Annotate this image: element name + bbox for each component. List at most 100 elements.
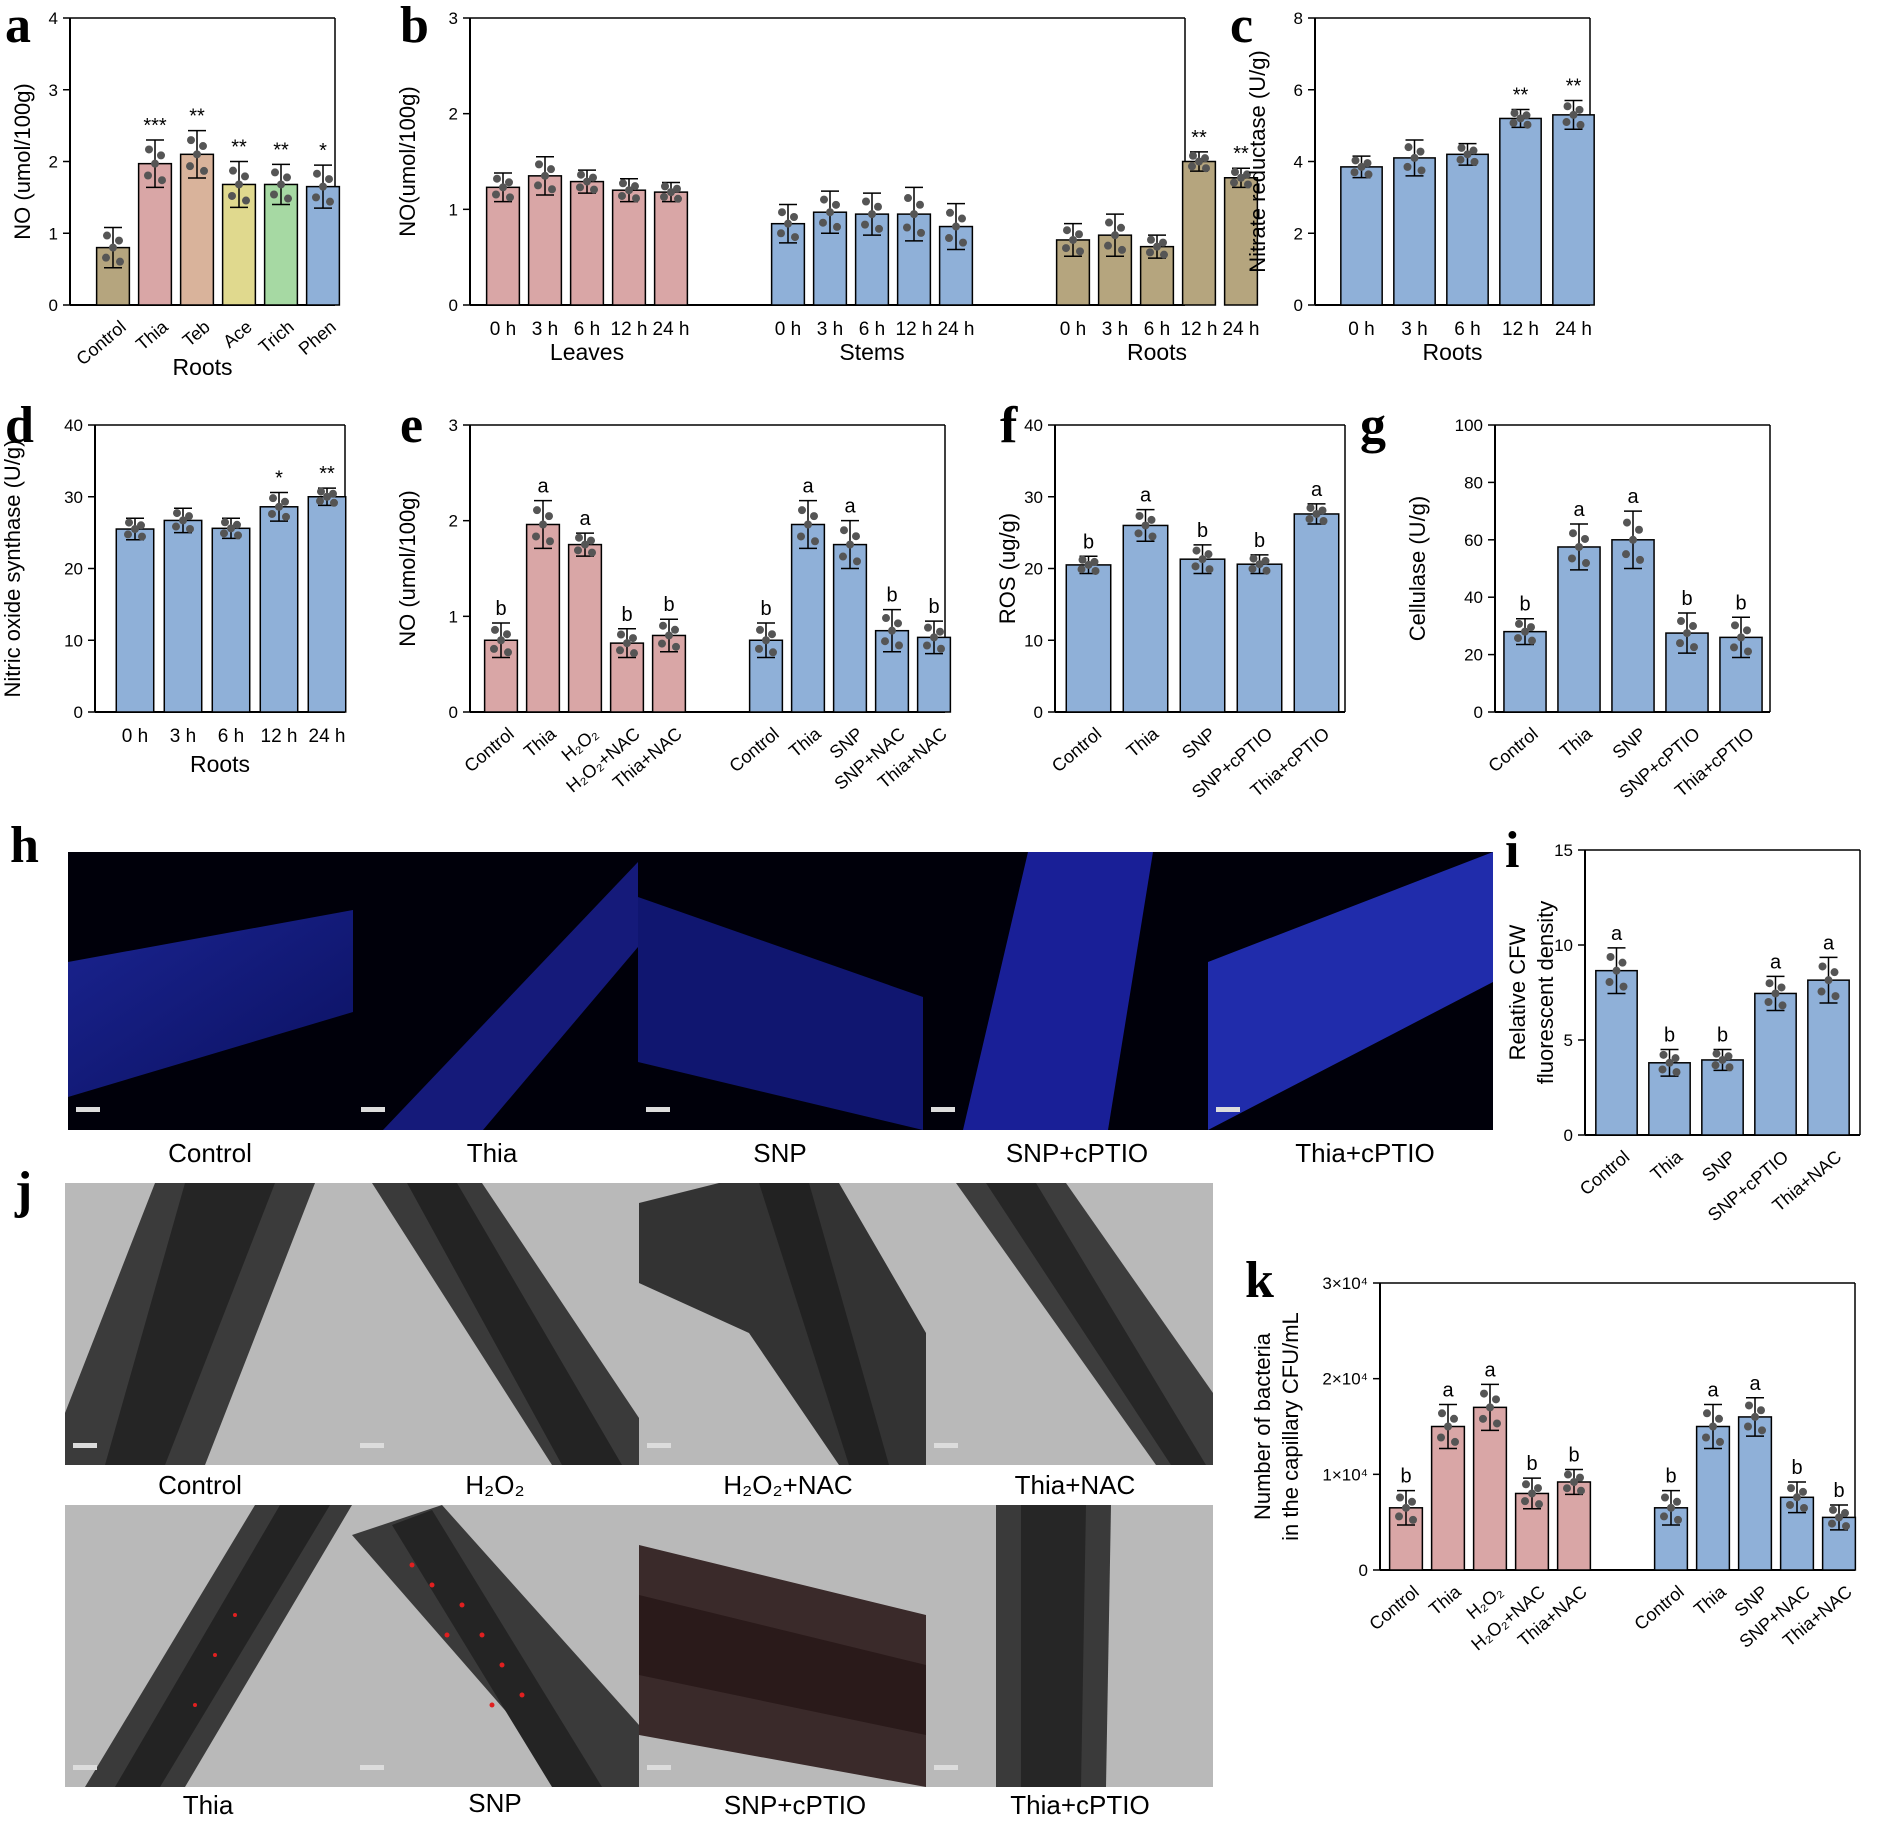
chart-a-bar-1-control-dot [116,257,124,266]
chart-k-bar-2-snp-dot [1745,1401,1753,1410]
chart-b-bar-3-12-h-dot [1195,157,1203,166]
bacteria-image-snp [352,1505,639,1787]
chart-k-bar-1-thia-dot [1438,1409,1446,1418]
chart-i-bar-1-thia-dot [1672,1068,1681,1077]
chart-c-bar-1-12-h-xlabel: 12 h [1502,319,1539,340]
chart-b-bar-3-6-h-dot [1146,248,1154,257]
chart-b-bar-3-6-h-dot [1160,250,1168,259]
chart-k-bar-2-snp-dot [1751,1412,1759,1421]
chart-d-bar-1-12-h-dot [269,494,277,503]
chart-f-bar-1-snp-cptio-annotation: b [1254,530,1265,552]
chart-c-bar-1-0-h-dot [1363,159,1372,168]
chart-a-bar-1-teb-dot [200,166,208,175]
chart-a-bar-1-thia-dot [145,145,153,154]
chart-g-bar-1-snp-annotation: a [1627,486,1639,508]
chart-e-bar-1-thia-nac-dot [659,621,667,630]
chart-e-bar-2-snp-nac-dot [888,626,896,635]
chart-g-bar-1-snp-xlabel: SNP [1609,724,1650,763]
chart-c-bar-1-12-h-dot [1523,120,1532,129]
chart-e-bar-1-control-xlabel: Control [460,724,517,777]
chart-e-bar-1-control-dot [491,625,499,634]
chart-k-bar-1-h-o-nac-annotation: b [1526,1453,1537,1475]
chart-b-bar-1-6-h-dot [590,185,598,194]
chart-k-bar-2-control-dot [1660,1512,1668,1521]
chart-e-bar-1-h-o-dot [581,540,589,549]
chart-a-bar-1-trich-dot [284,194,292,203]
chart-b-bar-2-24-h-dot [958,214,966,223]
chart-d-bar-1-24-h [307,496,347,713]
chart-b-bar-3-3-h-dot [1111,231,1119,240]
chart-f-bar-1-thia-annotation: a [1140,485,1152,507]
j-caption-snp: SNP [468,1788,522,1818]
chart-a-bar-1-trich-dot [277,180,285,189]
bacteria-image-thia-nac [926,1183,1213,1465]
chart-b-bar-1-0-h-dot [499,183,507,192]
chart-c-bar-1-6-h-dot [1457,143,1466,152]
chart-c-bar-1-24-h-dot [1562,118,1571,127]
chart-b-bar-2-0-h-xlabel: 0 h [775,319,801,340]
chart-c-ytick-label: 6 [1294,81,1303,100]
chart-d-bar-1-0-h-dot [137,521,145,530]
chart-b-bar-3-12-h [1181,160,1217,306]
chart-b-bar-2-6-h-xlabel: 6 h [859,319,885,340]
chart-g-bar-1-thia-annotation: a [1573,499,1585,521]
chart-g-ylabel: Cellulase (U/g) [1405,496,1430,642]
chart-e-bar-2-snp-nac-dot [894,619,902,628]
chart-b-bar-1-24-h-dot [673,184,681,193]
chart-b-bar-1-12-h-dot [618,191,626,200]
chart-k-bar-1-thia-dot [1451,1437,1459,1446]
chart-k-bar-1-thia-dot [1450,1414,1458,1423]
chart-b-bar-2-6-h-dot [874,202,882,211]
chart-a-bar-1-thia-dot [158,176,166,185]
chart-e-bar-2-thia-xlabel: Thia [785,723,825,761]
chart-i-bar-1-thia-nac [1807,979,1850,1136]
chart-k-bar-1-h-o-nac-dot [1534,1484,1542,1493]
chart-e-bar-1-h-o-dot [575,533,583,542]
chart-d-bar-1-24-h-annotation: ** [319,463,335,485]
chart-b-bar-3-12-h-annotation: ** [1191,127,1207,149]
chart-a-bar-1-phen-dot [319,182,327,191]
chart-e-ytick-label: 0 [449,703,458,722]
panel-label-h: h [10,817,39,874]
cfw-image-snp-cptio [923,852,1208,1130]
chart-f-bar-1-snp [1179,558,1226,713]
chart-g-bar-1-thia [1557,546,1601,713]
chart-b-bar-3-24-h-dot [1237,173,1245,182]
chart-e-bar-1-thia-dot [546,537,554,546]
chart-b-bar-1-3-h-dot [541,171,549,180]
chart-c-xlabel-title: Roots [1422,339,1482,365]
chart-b-bar-1-3-h-xlabel: 3 h [532,319,558,340]
chart-f-bar-1-control-dot [1090,557,1099,566]
chart-b-bar-2-24-h-dot [952,222,960,231]
chart-e-bar-2-thia-dot [797,532,805,541]
chart-i-ytick-label: 0 [1564,1126,1573,1145]
chart-e-bar-1-control-dot [490,644,498,653]
chart-c-bar-1-0-h [1340,166,1383,306]
chart-f-bar-1-thia-cptio [1293,513,1340,713]
chart-k-bar-1-thia-nac [1556,1481,1592,1571]
chart-k-bar-2-snp-nac-dot [1786,1500,1794,1509]
chart-k-bar-1-control-dot [1396,1493,1404,1502]
chart-b-bar-1-0-h-dot [506,193,514,202]
chart-k-bar-2-snp-nac-dot [1787,1484,1795,1493]
root-h2o2-nac [639,1183,926,1465]
chart-d-ytick-label: 40 [64,416,83,435]
chart-i-ylabel-line2: fluorescent density [1533,901,1558,1084]
chart-f-bar-1-snp-cptio-dot [1249,554,1258,563]
chart-e-bar-1-thia-nac-dot [671,625,679,634]
chart-b-bar-2-6-h-dot [875,224,883,233]
chart-d-bar-1-12-h-xlabel: 12 h [261,726,298,747]
chart-d-bar-1-12-h-annotation: * [275,467,283,489]
chart-i-bar-1-thia-dot [1665,1058,1674,1067]
chart-b-bar-3-0-h-dot [1063,226,1071,235]
chart-e-bar-2-control-annotation: b [760,598,771,620]
chart-a-bar-1-thia-dot [157,151,165,160]
chart-a-bar-1-ace-dot [242,196,250,205]
h-caption-snp: SNP [753,1138,807,1168]
chart-b-bar-2-12-h-xlabel: 12 h [896,319,933,340]
chart-c-bar-1-24-h [1552,114,1595,306]
chart-e-bar-1-h-o-dot [574,546,582,555]
chart-b-bar-1-12-h [611,189,647,306]
chart-k-bar-2-snp-nac-annotation: b [1791,1457,1802,1479]
chart-b-bar-1-6-h-xlabel: 6 h [574,319,600,340]
